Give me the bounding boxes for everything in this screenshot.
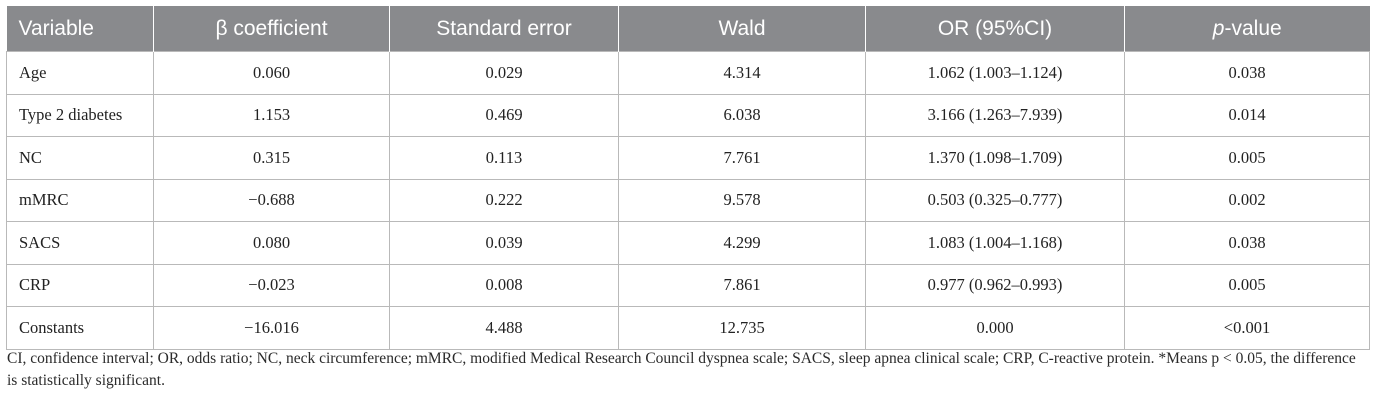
table-footnote: CI, confidence interval; OR, odds ratio;… — [7, 350, 1356, 389]
cell-wald: 7.761 — [618, 136, 866, 180]
regression-table-container: Variable β coefficient Standard error Wa… — [6, 6, 1370, 350]
table-row: mMRC −0.688 0.222 9.578 0.503 (0.325–0.7… — [6, 178, 1370, 222]
cell-se: 0.008 — [389, 263, 619, 307]
header-p-italic: p — [1212, 16, 1225, 40]
cell-beta: 0.080 — [153, 221, 390, 265]
cell-or-ci: 3.166 (1.263–7.939) — [865, 93, 1125, 137]
cell-se: 0.113 — [389, 136, 619, 180]
table-row: CRP −0.023 0.008 7.861 0.977 (0.962–0.99… — [6, 263, 1370, 307]
table-row: NC 0.315 0.113 7.761 1.370 (1.098–1.709)… — [6, 136, 1370, 180]
cell-beta: 0.315 — [153, 136, 390, 180]
cell-se: 0.029 — [389, 51, 619, 95]
cell-beta: −16.016 — [153, 306, 390, 350]
cell-p-value: 0.038 — [1124, 221, 1370, 265]
header-or-ci: OR (95%CI) — [865, 6, 1125, 52]
cell-variable: mMRC — [6, 178, 154, 222]
cell-se: 4.488 — [389, 306, 619, 350]
header-p-value: p-value — [1124, 6, 1370, 52]
header-p-rest: -value — [1224, 16, 1282, 40]
cell-p-value: 0.014 — [1124, 93, 1370, 137]
cell-or-ci: 0.977 (0.962–0.993) — [865, 263, 1125, 307]
cell-se: 0.039 — [389, 221, 619, 265]
cell-p-value: 0.002 — [1124, 178, 1370, 222]
cell-variable: CRP — [6, 263, 154, 307]
cell-wald: 4.314 — [618, 51, 866, 95]
table-row: Constants −16.016 4.488 12.735 0.000 <0.… — [6, 306, 1370, 350]
cell-p-value: 0.005 — [1124, 263, 1370, 307]
table-header-row: Variable β coefficient Standard error Wa… — [6, 6, 1370, 52]
cell-wald: 9.578 — [618, 178, 866, 222]
cell-wald: 4.299 — [618, 221, 866, 265]
cell-se: 0.469 — [389, 93, 619, 137]
cell-p-value: 0.038 — [1124, 51, 1370, 95]
cell-wald: 12.735 — [618, 306, 866, 350]
cell-p-value: <0.001 — [1124, 306, 1370, 350]
header-variable: Variable — [6, 6, 154, 52]
cell-wald: 6.038 — [618, 93, 866, 137]
cell-variable: SACS — [6, 221, 154, 265]
cell-variable: NC — [6, 136, 154, 180]
header-wald: Wald — [618, 6, 866, 52]
cell-variable: Age — [6, 51, 154, 95]
logistic-regression-table: Variable β coefficient Standard error Wa… — [6, 6, 1370, 350]
cell-p-value: 0.005 — [1124, 136, 1370, 180]
cell-se: 0.222 — [389, 178, 619, 222]
header-standard-error: Standard error — [389, 6, 619, 52]
cell-beta: 1.153 — [153, 93, 390, 137]
cell-wald: 7.861 — [618, 263, 866, 307]
cell-variable: Constants — [6, 306, 154, 350]
cell-or-ci: 1.083 (1.004–1.168) — [865, 221, 1125, 265]
table-row: SACS 0.080 0.039 4.299 1.083 (1.004–1.16… — [6, 221, 1370, 265]
cell-or-ci: 1.370 (1.098–1.709) — [865, 136, 1125, 180]
cell-beta: 0.060 — [153, 51, 390, 95]
table-row: Type 2 diabetes 1.153 0.469 6.038 3.166 … — [6, 93, 1370, 137]
cell-or-ci: 1.062 (1.003–1.124) — [865, 51, 1125, 95]
cell-or-ci: 0.000 — [865, 306, 1125, 350]
cell-variable: Type 2 diabetes — [6, 93, 154, 137]
cell-beta: −0.688 — [153, 178, 390, 222]
cell-or-ci: 0.503 (0.325–0.777) — [865, 178, 1125, 222]
header-beta-coefficient: β coefficient — [153, 6, 390, 52]
cell-beta: −0.023 — [153, 263, 390, 307]
table-row: Age 0.060 0.029 4.314 1.062 (1.003–1.124… — [6, 51, 1370, 95]
